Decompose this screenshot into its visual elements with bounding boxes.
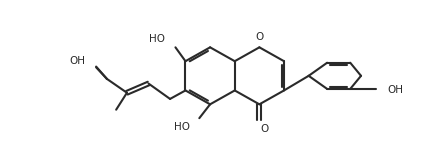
Text: O: O [255, 32, 264, 42]
Text: OH: OH [70, 56, 85, 66]
Text: HO: HO [174, 122, 190, 132]
Text: O: O [260, 124, 268, 134]
Text: HO: HO [150, 34, 165, 44]
Text: OH: OH [387, 85, 403, 95]
